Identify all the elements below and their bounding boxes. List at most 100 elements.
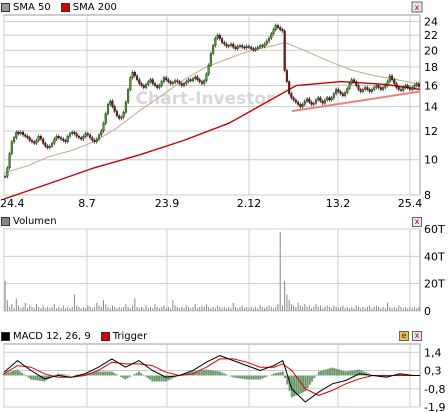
price-y-tick-label: 24 xyxy=(424,15,438,28)
candle xyxy=(348,81,351,91)
candle xyxy=(203,78,206,86)
legend-item-sma50: SMA 50 xyxy=(1,2,51,13)
candle-body xyxy=(39,136,42,140)
candle xyxy=(310,100,313,107)
candle xyxy=(73,130,76,136)
sma200-swatch xyxy=(60,2,70,12)
candle xyxy=(326,95,329,102)
candle xyxy=(314,98,318,106)
candle-body xyxy=(375,85,378,88)
candle-body xyxy=(33,141,36,144)
candle-body xyxy=(194,76,197,79)
candle-body xyxy=(319,97,322,102)
candle xyxy=(129,75,132,92)
candle xyxy=(37,134,40,143)
candle xyxy=(306,97,309,103)
candle-body xyxy=(321,100,324,104)
candle-body xyxy=(165,77,168,80)
candle xyxy=(330,95,333,102)
candle xyxy=(64,138,67,144)
candle-body xyxy=(366,87,369,90)
macd-swatch xyxy=(1,331,10,341)
candle xyxy=(178,79,181,86)
candle xyxy=(185,79,188,86)
candle xyxy=(232,42,235,50)
candle-body xyxy=(160,81,163,86)
trigger-swatch xyxy=(100,331,110,341)
candle-body xyxy=(247,46,250,48)
candle-body xyxy=(142,85,145,88)
candle xyxy=(341,91,344,98)
volume-title: Volumen xyxy=(13,215,57,227)
candle-body xyxy=(314,99,318,104)
candle xyxy=(218,33,221,41)
candle xyxy=(89,133,92,140)
candle xyxy=(364,85,367,92)
candle-body xyxy=(312,103,315,105)
candle-body xyxy=(308,98,311,103)
candle-body xyxy=(48,145,51,148)
candle-body xyxy=(234,46,237,49)
candle xyxy=(147,79,150,87)
candle xyxy=(189,77,192,83)
candle xyxy=(57,134,60,140)
candle-body xyxy=(124,101,127,113)
macd-close-button[interactable]: x xyxy=(412,331,422,341)
candle xyxy=(17,130,20,136)
candle-body xyxy=(288,81,291,94)
candle-body xyxy=(91,137,94,141)
price-close-label: x xyxy=(415,3,420,12)
candle-body xyxy=(279,27,282,30)
candle-body xyxy=(158,85,161,88)
candle xyxy=(187,77,190,84)
candle-body xyxy=(352,79,356,82)
candle xyxy=(149,77,152,84)
candle-body xyxy=(53,138,56,144)
candle xyxy=(250,45,253,51)
trigger-line xyxy=(3,358,420,396)
candle xyxy=(294,98,297,105)
volume-close-button[interactable]: x xyxy=(412,217,422,227)
candle-body xyxy=(270,33,273,39)
candle-body xyxy=(84,133,87,137)
candle-body xyxy=(299,104,302,107)
candle-body xyxy=(111,100,114,107)
candle xyxy=(415,81,418,88)
candle xyxy=(352,77,356,84)
candle-body xyxy=(176,80,179,82)
candle-body xyxy=(370,89,373,92)
candle xyxy=(80,135,83,141)
candle-body xyxy=(198,79,201,82)
candle xyxy=(28,135,31,143)
price-close-button[interactable]: x xyxy=(411,1,423,13)
price-x-tick-label: 2.12 xyxy=(237,197,262,210)
candle xyxy=(245,44,248,50)
candle xyxy=(19,130,22,136)
volume-panel: 60T 40T 20T 0 Volumen x xyxy=(0,214,448,322)
volume-y-tick-label: 60T xyxy=(424,223,445,236)
price-y-tick-label: 14 xyxy=(424,101,438,114)
candle xyxy=(379,85,382,92)
volume-plot-area xyxy=(3,228,421,312)
candle-body xyxy=(169,81,172,84)
candle xyxy=(382,85,385,92)
candle-body xyxy=(15,132,18,138)
macd-edit-button[interactable]: e xyxy=(399,331,409,341)
candle xyxy=(247,44,250,50)
candle-body xyxy=(71,132,74,134)
candle-body xyxy=(310,101,313,105)
candle-body xyxy=(64,140,67,142)
candle xyxy=(267,36,271,43)
candle-body xyxy=(109,100,112,105)
candle-body xyxy=(37,136,40,141)
candle xyxy=(100,129,103,137)
candle xyxy=(82,134,85,141)
candle xyxy=(39,134,42,141)
candle-body xyxy=(350,79,353,84)
candle xyxy=(180,81,183,88)
watermark: Chart-Investor xyxy=(136,89,276,109)
candle xyxy=(285,68,288,84)
candle xyxy=(393,77,396,86)
candle xyxy=(196,74,199,82)
trigger-label: Trigger xyxy=(112,330,148,342)
